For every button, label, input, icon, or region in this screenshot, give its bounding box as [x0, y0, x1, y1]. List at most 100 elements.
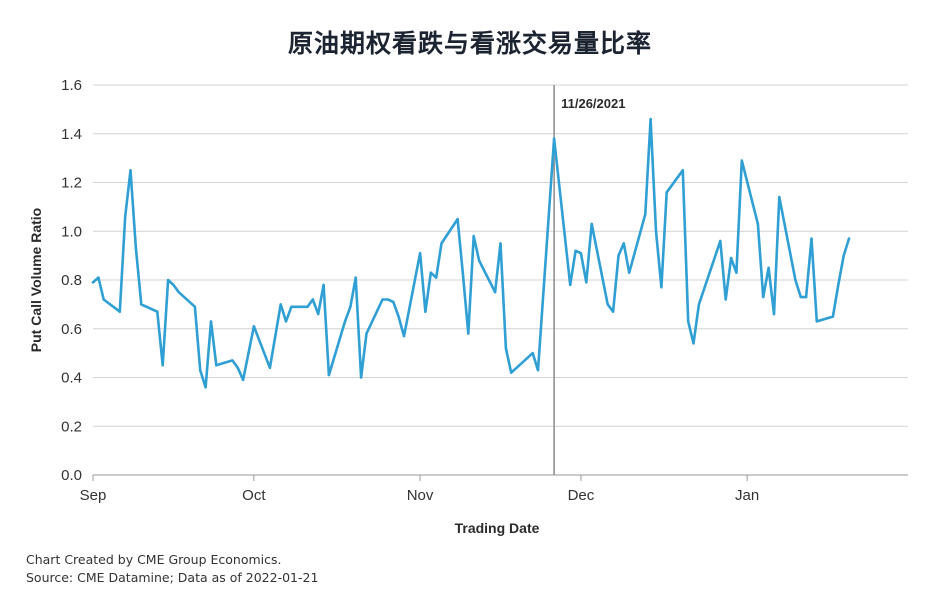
- y-tick-label: 1.4: [61, 126, 82, 143]
- data-point: [236, 366, 239, 369]
- data-points: [91, 117, 851, 389]
- annotation-label: 11/26/2021: [561, 96, 625, 111]
- data-point: [209, 320, 213, 323]
- data-point: [268, 366, 272, 369]
- data-point: [499, 242, 502, 245]
- data-point: [649, 117, 652, 121]
- data-point: [204, 386, 207, 389]
- data-point: [118, 310, 122, 313]
- data-point: [199, 369, 202, 372]
- data-point: [724, 298, 727, 301]
- x-axis-title: Trading Date: [455, 520, 540, 536]
- data-point: [166, 278, 170, 282]
- data-point: [327, 373, 331, 377]
- data-point: [574, 249, 577, 252]
- y-tick-label: 0.2: [61, 418, 82, 435]
- y-tick-label: 1.0: [61, 223, 82, 240]
- y-tick-label: 0.6: [61, 321, 82, 338]
- y-tick-labels: 0.0 0.2 0.4 0.6 0.8 1.0 1.2 1.4 1.6: [61, 77, 82, 484]
- data-point: [628, 271, 631, 274]
- data-point: [129, 169, 132, 172]
- y-tick-label: 0.4: [61, 370, 82, 387]
- data-point: [606, 303, 609, 306]
- data-point: [804, 295, 808, 299]
- data-point: [767, 266, 770, 269]
- data-point: [810, 237, 813, 240]
- data-point: [762, 295, 765, 299]
- data-point: [424, 310, 427, 313]
- data-point: [644, 213, 647, 216]
- chart-title: 原油期权看跌与看涨交易量比率: [287, 29, 652, 58]
- x-tick-label: Jan: [735, 487, 759, 504]
- data-point: [579, 252, 583, 255]
- x-tick-label: Dec: [568, 487, 595, 504]
- data-point: [177, 291, 180, 294]
- data-point: [590, 222, 593, 226]
- data-point: [569, 283, 572, 287]
- data-point: [140, 303, 143, 306]
- data-point: [847, 237, 851, 240]
- data-point: [392, 300, 395, 304]
- data-point: [456, 217, 459, 221]
- data-point: [681, 169, 684, 172]
- data-point: [467, 332, 470, 335]
- data-point: [274, 334, 277, 338]
- data-point: [687, 320, 690, 323]
- data-point: [461, 273, 465, 277]
- data-point: [510, 371, 513, 374]
- data-point: [231, 359, 234, 362]
- data-point: [735, 271, 738, 274]
- data-point: [772, 312, 776, 316]
- data-point: [241, 378, 245, 382]
- data-point: [359, 376, 363, 379]
- data-point: [837, 283, 840, 287]
- data-point: [729, 256, 733, 260]
- data-point: [365, 332, 368, 335]
- y-tick-label: 0.8: [61, 272, 82, 289]
- data-point: [279, 303, 282, 306]
- data-point: [349, 305, 352, 308]
- data-point: [794, 278, 797, 282]
- data-point: [622, 242, 625, 245]
- footer-credit: Chart Created by CME Group Economics.: [26, 552, 282, 567]
- data-point: [654, 230, 658, 233]
- data-point: [161, 364, 164, 367]
- data-point: [435, 276, 438, 279]
- data-point: [585, 281, 588, 284]
- y-axis-title: Put Call Volume Ratio: [28, 208, 44, 352]
- data-point: [665, 191, 668, 194]
- data-point: [515, 366, 518, 369]
- data-point: [536, 369, 540, 372]
- data-point: [778, 195, 781, 199]
- data-point: [842, 254, 845, 257]
- gridlines: [93, 84, 908, 476]
- x-tick-label: Nov: [407, 487, 434, 504]
- x-tick-labels: Sep Oct Nov Dec Jan: [80, 475, 759, 504]
- y-tick-label: 1.6: [61, 77, 82, 94]
- y-tick-label: 0.0: [61, 467, 82, 484]
- data-point: [311, 298, 314, 301]
- data-point: [477, 259, 481, 262]
- data-point: [617, 254, 620, 257]
- data-point: [552, 137, 556, 140]
- data-point: [697, 303, 701, 306]
- data-point: [831, 315, 835, 318]
- data-point: [504, 347, 508, 350]
- data-point: [134, 247, 138, 250]
- data-point: [343, 320, 347, 323]
- data-point: [124, 215, 127, 218]
- data-point: [660, 286, 663, 289]
- data-point: [756, 222, 760, 226]
- data-point: [429, 271, 432, 274]
- data-point: [386, 298, 390, 301]
- data-point: [354, 276, 357, 279]
- data-point: [193, 305, 197, 308]
- data-point: [252, 325, 256, 328]
- data-point: [719, 239, 722, 243]
- data-point: [156, 310, 159, 313]
- data-point: [215, 364, 218, 367]
- data-point: [799, 295, 802, 299]
- data-point: [102, 298, 105, 301]
- data-point: [740, 159, 743, 162]
